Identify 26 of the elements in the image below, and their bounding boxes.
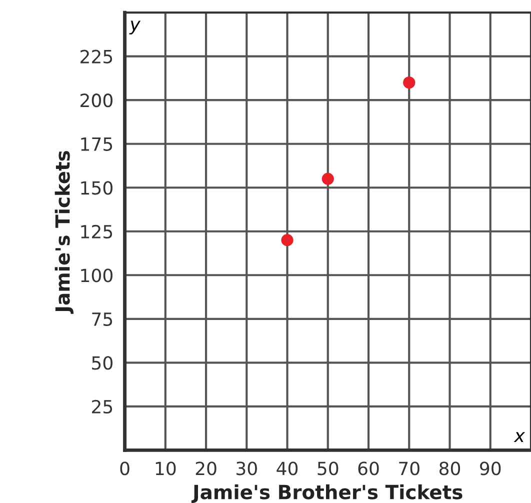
y-tick-label: 50 [92, 356, 112, 370]
y-tick-label: 200 [80, 94, 112, 108]
y-tick-label: 125 [81, 224, 112, 238]
y-axis-title: Jamie's Tickets [54, 150, 74, 314]
y-tick-label: 25 [92, 400, 112, 414]
y-tick-label: 225 [80, 50, 112, 64]
y-tick-label: 150 [81, 181, 112, 195]
annotation: y [129, 20, 141, 34]
point [281, 234, 294, 246]
x-tick-label: 70 [399, 462, 420, 476]
x-tick-label: 10 [156, 462, 176, 476]
y-tick-label: 75 [92, 312, 112, 326]
x-tick-label: 30 [236, 462, 257, 476]
x-tick-label: 0 [120, 462, 130, 476]
x-tick-label: 60 [358, 462, 379, 476]
x-tick-label: 40 [276, 462, 298, 476]
x-tick-label: 80 [439, 462, 460, 476]
x-tick-label: 50 [318, 462, 338, 476]
annotation: x [514, 432, 526, 442]
y-tick-label: 100 [81, 268, 112, 282]
x-tick-label: 20 [196, 462, 216, 476]
x-tick-label: 90 [480, 462, 501, 476]
point [403, 76, 416, 89]
point [322, 172, 334, 185]
x-axis-title: Jamie's Brother's Tickets [191, 484, 462, 503]
y-tick-label: 175 [81, 138, 112, 151]
